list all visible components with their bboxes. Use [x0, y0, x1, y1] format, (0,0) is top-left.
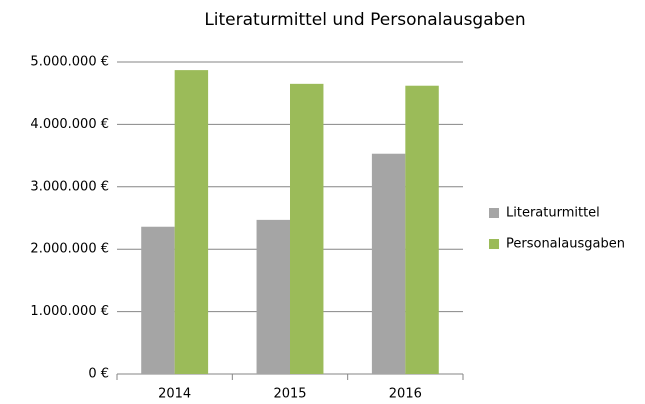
legend-swatch	[489, 239, 499, 249]
y-tick-label: 3.000.000 €	[30, 179, 109, 194]
bar	[174, 70, 209, 374]
bar	[256, 219, 290, 374]
legend-label: Personalausgaben	[506, 237, 625, 252]
legend-label: Literaturmittel	[506, 206, 600, 221]
y-tick-label: 0 €	[88, 367, 109, 382]
bar	[371, 153, 406, 374]
y-tick-label: 5.000.000 €	[30, 55, 109, 70]
x-tick-label: 2014	[158, 387, 191, 402]
chart-title: Literaturmittel und Personalausgaben	[204, 10, 525, 30]
y-tick-label: 1.000.000 €	[30, 304, 109, 319]
bar	[290, 83, 324, 374]
bar	[405, 85, 439, 374]
x-tick-label: 2016	[389, 387, 422, 402]
y-tick-label: 4.000.000 €	[30, 117, 109, 132]
y-tick-label: 2.000.000 €	[30, 242, 109, 257]
legend-swatch	[489, 208, 499, 218]
bar	[141, 226, 175, 374]
x-tick-label: 2015	[273, 387, 306, 402]
